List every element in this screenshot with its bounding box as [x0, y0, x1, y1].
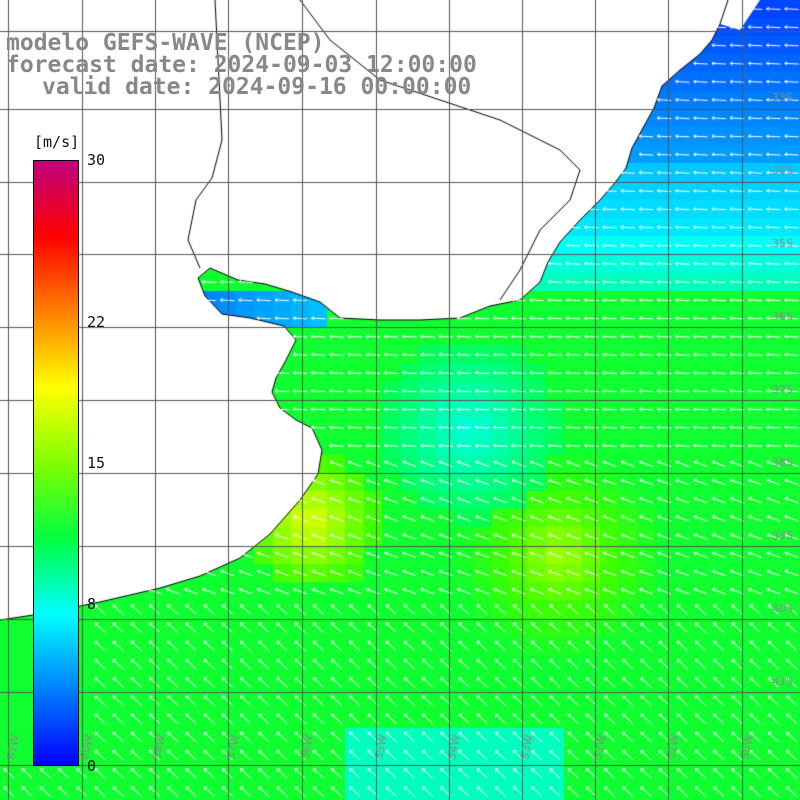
colorbar-tick-label: 22: [87, 312, 106, 331]
colorbar: [33, 160, 79, 766]
colorbar-tick-label: 8: [87, 595, 97, 614]
forecast-date: forecast date: 2024-09-03 12:00:00: [6, 52, 477, 78]
colorbar-tick-label: 0: [87, 757, 97, 775]
valid-date: valid date: 2024-09-16 00:00:00: [42, 74, 472, 100]
model-title: modelo GEFS-WAVE (NCEP): [6, 30, 325, 56]
colorbar-tick-label: 30: [87, 151, 106, 169]
colorbar-unit: [m/s]: [34, 133, 80, 151]
colorbar-tick-label: 15: [87, 454, 106, 472]
